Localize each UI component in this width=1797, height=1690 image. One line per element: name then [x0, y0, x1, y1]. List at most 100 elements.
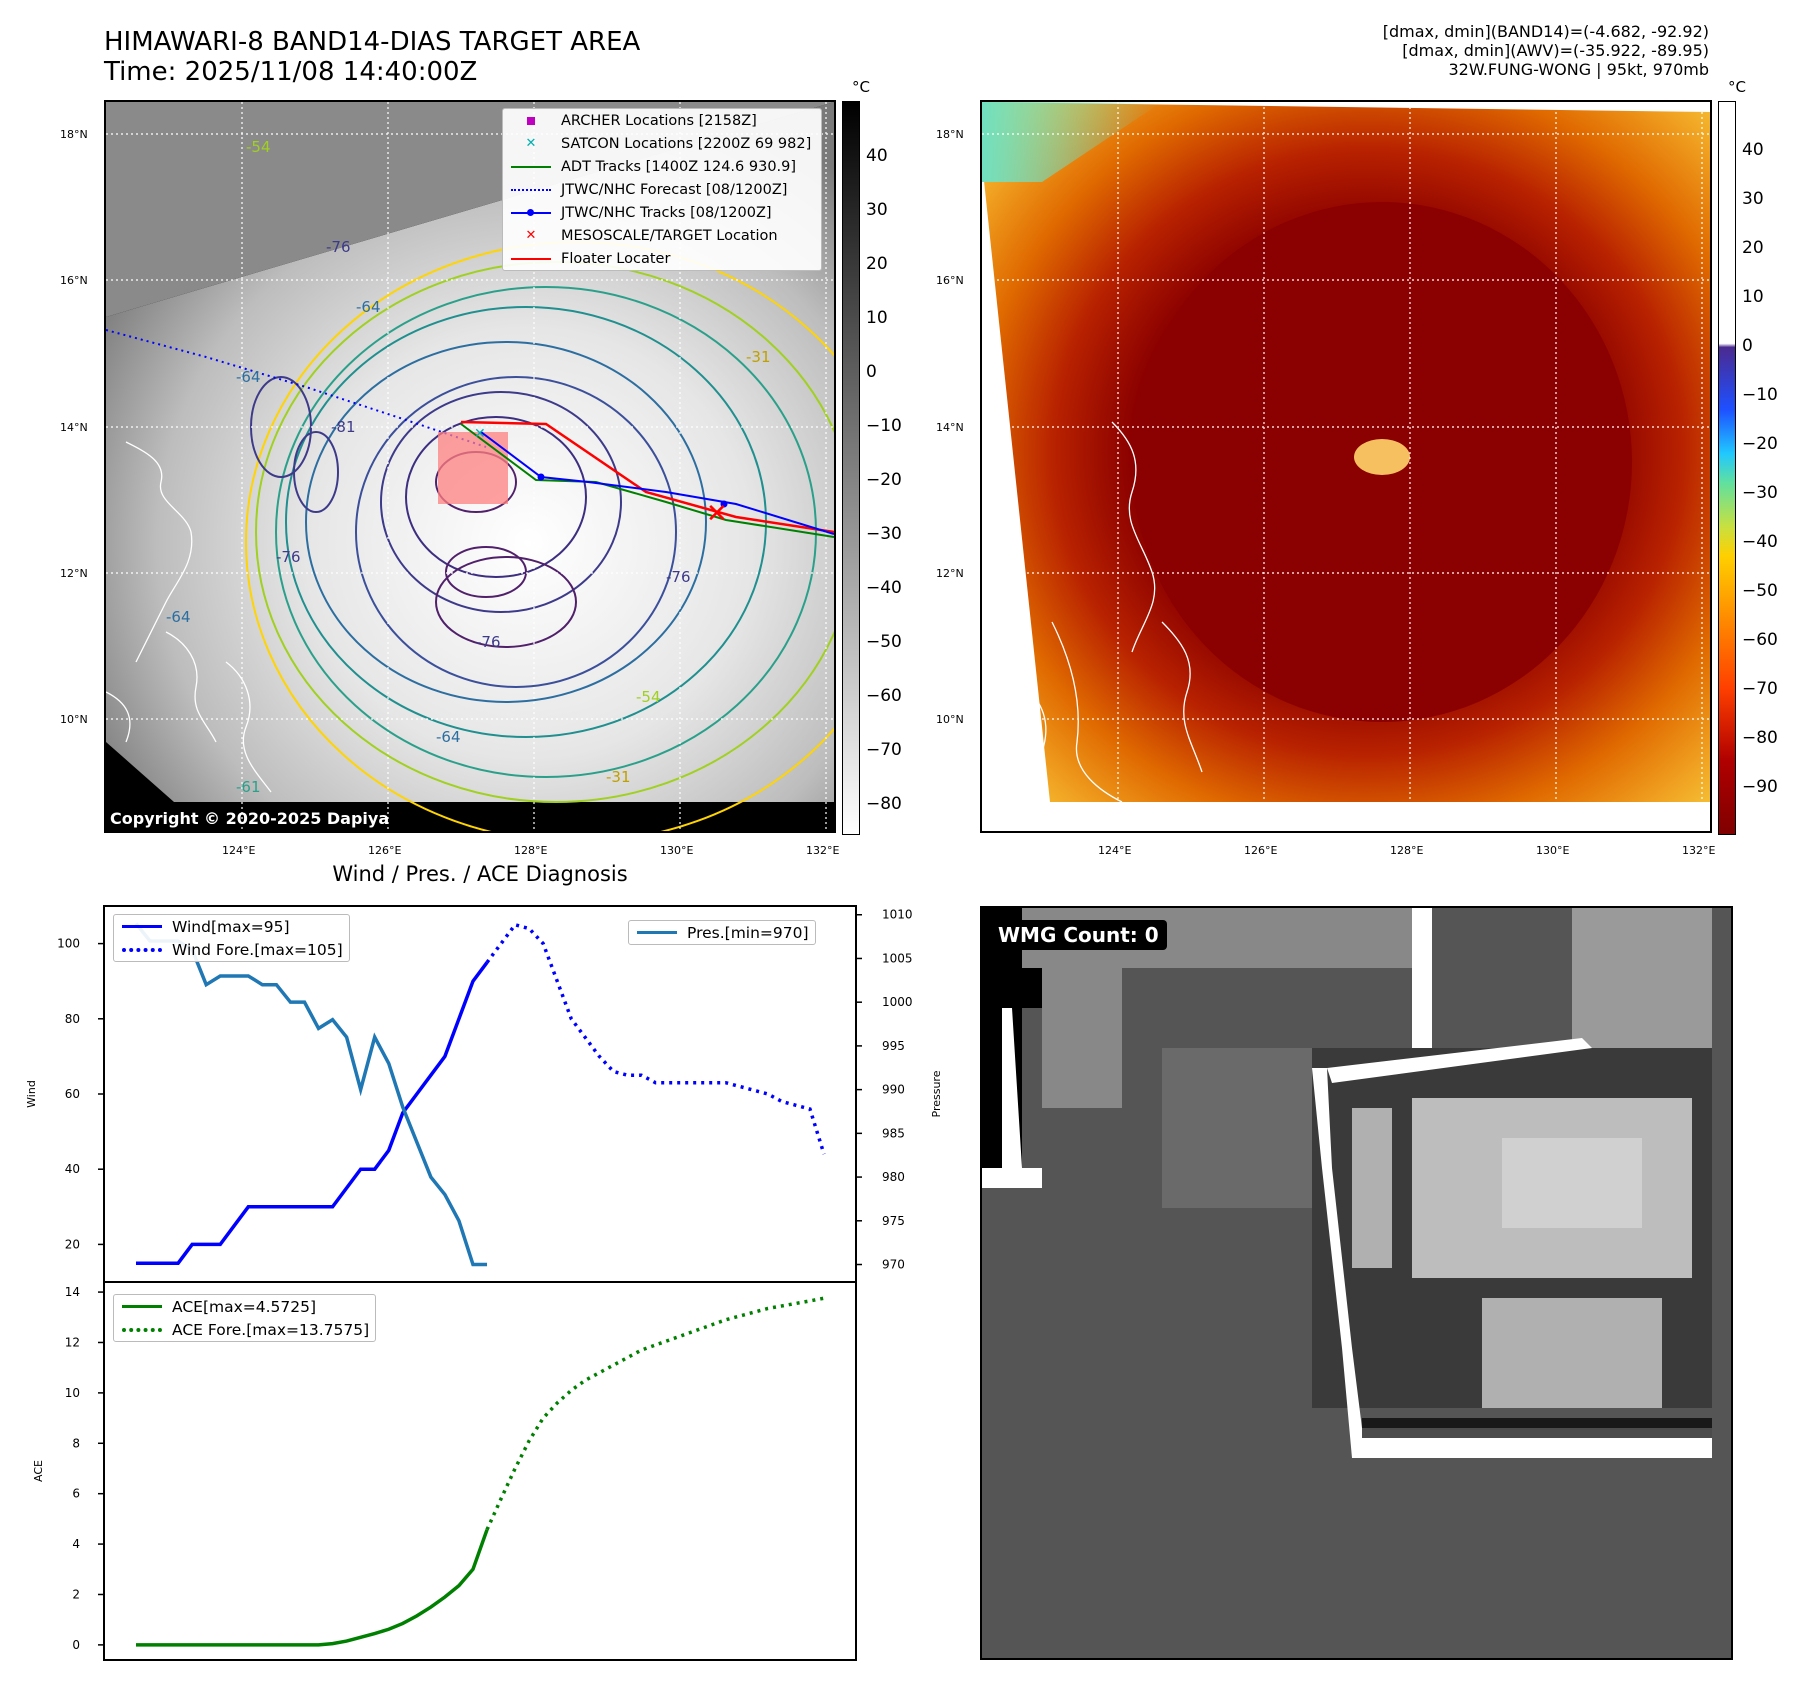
right-map-canvas: [982, 102, 1710, 831]
cbar-tick: −40: [1742, 532, 1778, 552]
legend-label: Wind Fore.[max=105]: [172, 940, 343, 959]
legend-label: Floater Locater: [561, 250, 671, 267]
contour-label: -54: [246, 138, 271, 156]
legend-label: ADT Tracks [1400Z 124.6 930.9]: [561, 158, 797, 175]
cbar-tick: −70: [866, 740, 902, 760]
lat-label: 10°N: [936, 713, 964, 726]
figure-info: [dmax, dmin](BAND14)=(-4.682, -92.92) [d…: [1383, 22, 1709, 79]
jtwc-track-point: [720, 500, 728, 508]
legend-item-adt: ADT Tracks [1400Z 124.6 930.9]: [503, 155, 821, 178]
cbar-tick: −70: [1742, 679, 1778, 699]
info-line1: [dmax, dmin](BAND14)=(-4.682, -92.92): [1382, 22, 1709, 41]
legend-item-jtwc-tracks: JTWC/NHC Tracks [08/1200Z]: [503, 201, 821, 224]
legend-item-floater: Floater Locater: [503, 247, 821, 270]
cbar-tick: 40: [1742, 140, 1764, 160]
ace-ylabel: ACE: [32, 1460, 45, 1482]
contour-label: -54: [636, 688, 661, 706]
lon-label: 130°E: [660, 844, 694, 857]
cbar-tick: −10: [866, 416, 902, 436]
line-dot-marker-icon: [509, 207, 553, 219]
cbar-right: [1718, 101, 1736, 835]
cbar-tick: −60: [1742, 630, 1778, 650]
ace-series-line: [136, 1529, 489, 1647]
pres-ytick-label: 975: [882, 1214, 905, 1228]
pres-legend: Pres.[min=970]: [628, 920, 816, 945]
diagnosis-title: Wind / Pres. / ACE Diagnosis: [332, 862, 628, 886]
ace-ytick-label: 6: [72, 1487, 80, 1501]
pres-ytick-label: 1005: [882, 951, 913, 965]
lon-label: 132°E: [806, 844, 840, 857]
lat-label: 16°N: [936, 274, 964, 287]
lon-label: 132°E: [1682, 844, 1716, 857]
ace-ytick-label: 0: [72, 1638, 80, 1652]
pres-ytick-label: 970: [882, 1258, 905, 1272]
wmg-bright-block: [1482, 1298, 1662, 1408]
pres-ytick-label: 985: [882, 1126, 905, 1140]
cbar-tick: 30: [866, 200, 888, 220]
adt-track: [460, 423, 834, 538]
cbar-tick: −30: [866, 524, 902, 544]
legend-label: ACE Fore.[max=13.7575]: [172, 1320, 370, 1339]
wind-forecast-series-line: [485, 922, 826, 1155]
lon-label: 124°E: [222, 844, 256, 857]
cbar-tick: −60: [866, 686, 902, 706]
wmg-white-edge: [1327, 1038, 1592, 1083]
pres-ytick-label: 995: [882, 1039, 905, 1053]
ace-ytick-label: 14: [65, 1285, 80, 1299]
legend-label: SATCON Locations [2200Z 69 982]: [561, 135, 812, 152]
dotted-line-icon: [509, 184, 553, 196]
cbar-tick: −50: [866, 632, 902, 652]
ace-panel-frame: [103, 1281, 857, 1661]
wmg-block: [1572, 908, 1712, 1068]
pres-ylabel: Pressure: [930, 1070, 943, 1117]
map-grid: [982, 102, 1710, 831]
line-marker-icon: [120, 1301, 164, 1313]
lon-label: 130°E: [1536, 844, 1570, 857]
pres-ytick-label: 1010: [882, 908, 913, 922]
floater-track: [460, 420, 834, 534]
legend-label: Wind[max=95]: [172, 917, 290, 936]
cbar-tick: 0: [1742, 336, 1753, 356]
legend-item-ace: ACE[max=4.5725]: [114, 1295, 375, 1318]
wmg-white-edge: [982, 1008, 1042, 1188]
cbar-tick: 20: [866, 254, 888, 274]
lon-label: 124°E: [1098, 844, 1132, 857]
eye: [1354, 439, 1410, 475]
wmg-panel: WMG Count: 0: [980, 906, 1733, 1660]
ace-ytick-label: 10: [65, 1386, 80, 1400]
legend-label: Pres.[min=970]: [687, 923, 809, 942]
contour-label: -31: [746, 348, 771, 366]
contour-label: -64: [236, 368, 261, 386]
ace-ytick-label: 8: [72, 1436, 80, 1450]
legend-item-archer: ARCHER Locations [2158Z]: [503, 109, 821, 132]
line-marker-icon: [120, 921, 164, 933]
copyright: Copyright © 2020-2025 Dapiya: [110, 809, 390, 828]
mesoscale-box: [438, 432, 508, 504]
cbar-left: [842, 101, 860, 835]
cbar-tick: −90: [1742, 777, 1778, 797]
legend-label: ACE[max=4.5725]: [172, 1297, 317, 1316]
wmg-block: [1042, 968, 1122, 1108]
cbar-tick: −30: [1742, 483, 1778, 503]
x-marker-icon: ✕: [525, 136, 537, 151]
awv-swath-cool: [982, 102, 1162, 182]
contour-label: -61: [236, 778, 261, 796]
lon-label: 126°E: [368, 844, 402, 857]
cbar-tick: −80: [1742, 728, 1778, 748]
wind-ylabel: Wind: [25, 1080, 38, 1108]
contour-label: -64: [436, 728, 461, 746]
wmg-count-label: WMG Count: 0: [990, 920, 1167, 950]
lat-label: 14°N: [936, 421, 964, 434]
right-awv-map: [980, 100, 1712, 833]
cbar-right-unit: °C: [1728, 78, 1746, 96]
line-marker-icon: [509, 161, 553, 173]
cbar-tick: 10: [1742, 287, 1764, 307]
wmg-bright-block: [1352, 1108, 1392, 1268]
lat-label: 14°N: [60, 421, 88, 434]
contour-labels: -81 -76 -76 -76 -76 -64 -64 -64 -64 -54 …: [166, 138, 771, 796]
pres-yticks: 1010 1005 1000 995 990 985 980 975 970: [856, 908, 913, 1272]
jtwc-track-point: [537, 473, 545, 481]
map-legend: ARCHER Locations [2158Z] ✕ SATCON Locatio…: [502, 108, 822, 271]
legend-label: MESOSCALE/TARGET Location: [561, 227, 778, 244]
